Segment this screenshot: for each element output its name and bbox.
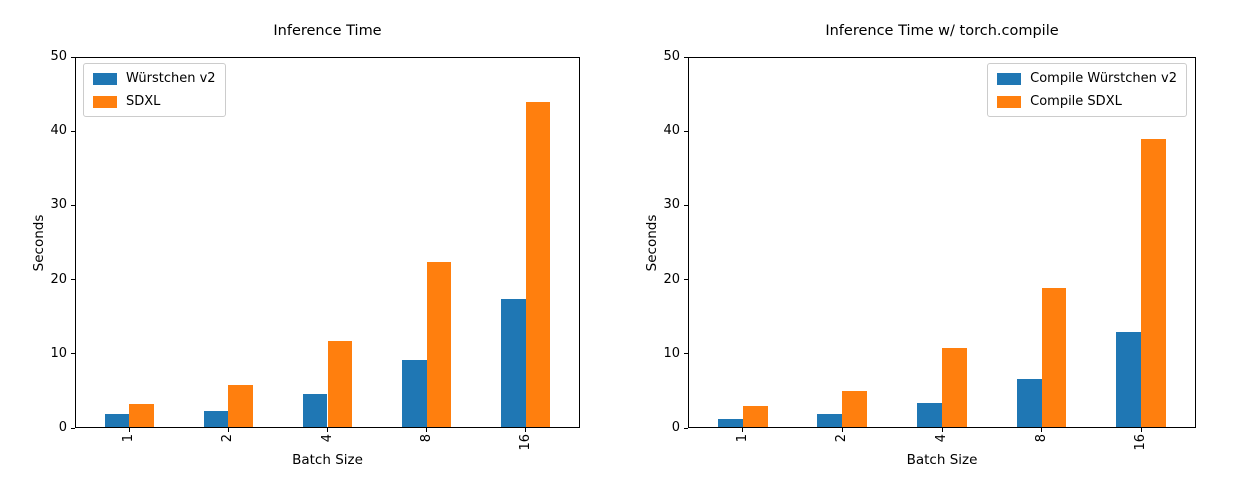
y-tick: [684, 130, 688, 132]
x-tick: [1041, 428, 1043, 432]
x-tick: [327, 428, 328, 432]
legend: Compile Würstchen v2 Compile SDXL: [987, 63, 1187, 117]
legend-swatch-wurstchen-v2: [93, 72, 117, 85]
bar-sdxl-batch-8: [426, 262, 452, 427]
y-tick-label: 20: [663, 271, 680, 287]
bar-compile-sdxl-batch-16: [1141, 139, 1167, 427]
legend-swatch-compile-sdxl: [997, 95, 1022, 108]
x-tick: [941, 428, 943, 432]
y-tick: [684, 56, 688, 58]
chart-title: Inference Time w/ torch.compile: [825, 23, 1059, 39]
legend-label: SDXL: [126, 94, 161, 109]
x-tick-label: 4: [934, 434, 949, 443]
x-tick-label: 2: [834, 434, 850, 443]
bar-compile-w-rstchen-v2-batch-16: [1116, 332, 1142, 427]
legend: Würstchen v2 SDXL: [83, 63, 226, 117]
bar-w-rstchen-v2-batch-2: [203, 411, 229, 427]
bar-compile-sdxl-batch-1: [742, 406, 768, 427]
y-tick: [684, 427, 688, 429]
y-tick-label: 10: [663, 345, 680, 361]
legend-swatch-compile-wurstchen-v2: [997, 72, 1022, 85]
x-tick-label: 1: [734, 434, 750, 443]
legend-label: Würstchen v2: [126, 71, 216, 86]
legend-label: Compile Würstchen v2: [1030, 71, 1177, 86]
x-tick: [841, 428, 843, 432]
bar-compile-w-rstchen-v2-batch-8: [1016, 379, 1042, 427]
legend-swatch-sdxl: [93, 95, 117, 108]
y-tick: [71, 204, 75, 206]
y-tick-label: 10: [50, 345, 67, 361]
y-tick-label: 0: [671, 420, 680, 435]
y-tick-label: 50: [50, 49, 67, 64]
y-tick: [71, 427, 75, 429]
legend-label: Compile SDXL: [1030, 94, 1122, 109]
bar-sdxl-batch-16: [525, 102, 551, 427]
bar-w-rstchen-v2-batch-8: [401, 360, 427, 427]
y-tick: [684, 204, 688, 206]
y-tick: [71, 279, 75, 281]
bar-compile-sdxl-batch-8: [1041, 288, 1067, 427]
legend-item: Würstchen v2: [93, 71, 216, 86]
x-tick: [1140, 428, 1142, 432]
x-tick: [742, 428, 744, 432]
y-tick: [71, 353, 75, 355]
y-tick-label: 50: [663, 49, 680, 64]
bar-sdxl-batch-2: [228, 385, 254, 427]
bar-sdxl-batch-4: [327, 341, 353, 427]
bar-compile-w-rstchen-v2-batch-2: [817, 414, 843, 427]
x-axis-label: Batch Size: [292, 452, 363, 468]
bar-compile-w-rstchen-v2-batch-4: [917, 403, 942, 427]
x-tick: [128, 428, 130, 432]
bar-w-rstchen-v2-batch-4: [302, 394, 328, 427]
y-tick-label: 30: [50, 197, 67, 213]
y-tick-label: 0: [58, 420, 67, 435]
y-tick-label: 20: [50, 271, 67, 287]
x-tick: [525, 428, 527, 432]
legend-item: Compile SDXL: [997, 94, 1177, 109]
x-tick: [227, 428, 229, 432]
y-tick: [684, 279, 688, 281]
y-tick: [684, 353, 688, 355]
plot-area: [75, 57, 580, 428]
x-tick-label: 16: [1133, 434, 1149, 451]
bar-compile-w-rstchen-v2-batch-1: [717, 419, 743, 427]
legend-item: SDXL: [93, 94, 216, 109]
x-axis-label: Batch Size: [906, 452, 978, 468]
bar-w-rstchen-v2-batch-16: [500, 299, 526, 427]
y-tick-label: 40: [663, 123, 680, 139]
x-tick: [426, 428, 428, 432]
y-tick: [71, 56, 75, 58]
y-tick-label: 30: [663, 197, 680, 213]
bar-sdxl-batch-1: [129, 404, 155, 427]
y-tick: [71, 130, 75, 132]
bar-compile-sdxl-batch-4: [942, 348, 967, 427]
bar-w-rstchen-v2-batch-1: [104, 414, 130, 427]
bar-compile-sdxl-batch-2: [842, 391, 868, 427]
x-tick-label: 8: [1033, 434, 1049, 443]
chart-title: Inference Time: [273, 23, 382, 39]
legend-item: Compile Würstchen v2: [997, 71, 1177, 86]
y-tick-label: 40: [50, 123, 67, 139]
plot-area: [688, 57, 1196, 428]
